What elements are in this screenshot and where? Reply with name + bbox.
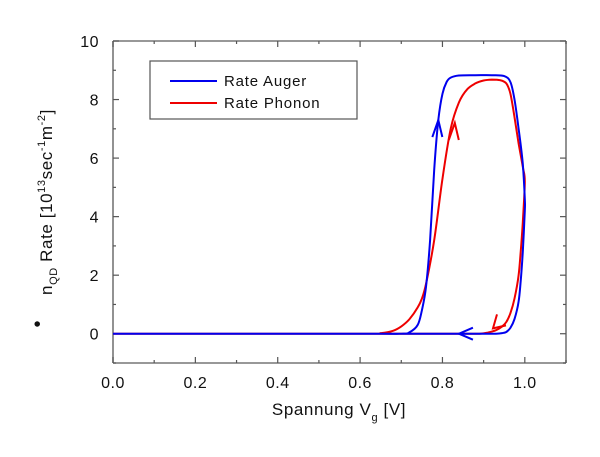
direction-arrow-rate-phonon	[447, 119, 460, 141]
y-axis-title-m: m	[37, 125, 56, 140]
x-axis-title-main: Spannung V	[272, 400, 372, 419]
series-line-rate-phonon	[112, 78, 526, 335]
legend-label-auger: Rate Auger	[224, 73, 307, 90]
y-axis-title-exp3: -2	[36, 114, 48, 125]
y-axis-title-sub: QD	[48, 267, 60, 285]
y-axis-title-text: Rate [10	[37, 193, 56, 267]
direction-arrow-rate-auger	[456, 326, 474, 341]
y-axis-title-exp1: 13	[36, 179, 48, 192]
legend-box	[149, 60, 358, 120]
legend: Rate Auger Rate Phonon	[149, 60, 358, 120]
x-axis-title: Spannung Vg [V]	[272, 400, 406, 424]
y-axis-title: nQD Rate [1013sec-1m-2] •	[27, 109, 60, 327]
direction-arrow-rate-auger	[431, 116, 444, 138]
plot-frame	[112, 40, 567, 364]
y-axis-title-dot: •	[27, 320, 49, 327]
x-tick-label: 0.0	[101, 375, 125, 392]
svg-text:nQD Rate [1013sec-1m-2]: nQD Rate [1013sec-1m-2]	[36, 109, 60, 295]
direction-arrow-rate-phonon	[491, 314, 507, 330]
x-tick-label: 0.2	[183, 375, 207, 392]
y-tick-label: 4	[90, 210, 99, 227]
x-tick-label: 0.6	[348, 375, 372, 392]
x-axis-title-sub: g	[371, 412, 378, 424]
y-tick-label: 2	[90, 268, 99, 285]
y-axis-title-sec: sec	[37, 151, 56, 179]
x-axis-title-unit: [V]	[378, 400, 406, 419]
y-tick-label: 6	[90, 151, 99, 168]
series-layer	[112, 74, 527, 341]
x-tick-label: 0.4	[266, 375, 290, 392]
y-tick-label: 8	[90, 93, 99, 110]
x-tick-label: 1.0	[513, 375, 537, 392]
y-tick-label: 0	[90, 327, 99, 344]
x-axis-ticks: 0.0 0.2 0.4 0.6 0.8 1.0	[101, 41, 567, 392]
series-line-rate-auger	[113, 74, 527, 335]
legend-label-phonon: Rate Phonon	[224, 95, 320, 112]
y-tick-label: 10	[80, 34, 99, 51]
y-axis-title-exp2: -1	[36, 140, 48, 151]
y-axis-title-end: ]	[37, 109, 56, 114]
x-tick-label: 0.8	[431, 375, 455, 392]
y-axis-title-n: n	[37, 285, 56, 295]
